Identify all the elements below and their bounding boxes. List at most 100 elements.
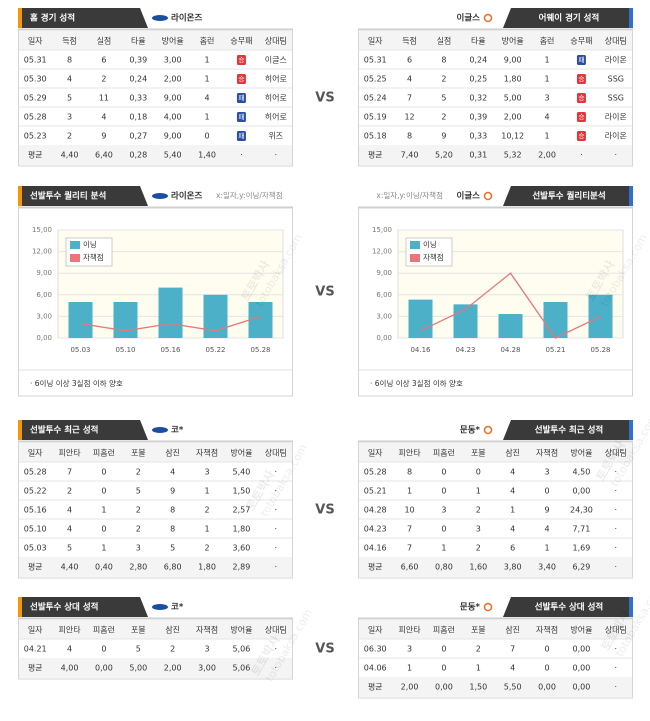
header-title: 선발투수 상대 성적 [535,602,603,613]
table-cell: 4,00 [61,664,79,673]
column-header: 일자 [368,37,383,46]
column-header: 일자 [28,626,43,635]
table-cell: 0 [545,487,550,496]
table-cell: 1,60 [469,563,487,572]
table-cell: 05.28 [24,468,47,477]
table-cell: 5,40 [164,151,182,160]
table-cell: 평균 [28,562,43,572]
table-cell: 0,00 [573,683,591,692]
table-cell: 9,00 [504,56,522,65]
table-cell: 5 [136,487,141,496]
team-name: 문동* [460,426,481,436]
line-series [80,315,261,332]
average-row-bg [19,145,292,165]
column-header: 포볼 [471,625,486,635]
table-cell: 1 [545,75,550,84]
table-cell: 05.28 [24,113,47,122]
table-cell: 라이온 [605,131,627,141]
table-cell: 2 [441,75,446,84]
column-header: 실점 [437,36,452,46]
result-text: 패 [238,93,244,102]
result-text: 패 [238,112,244,121]
vs-label: VS [315,91,334,106]
legend-swatch [70,241,80,249]
bar [113,302,138,338]
result-badge [236,112,246,122]
table-cell: 3 [136,544,141,553]
column-header: 포볼 [131,625,146,635]
table-cell: 6 [101,56,106,65]
table-cell: 평균 [28,663,43,673]
team-logo [483,425,493,435]
bar [203,294,228,338]
table-cell: 0,25 [469,75,487,84]
table-cell: 7 [407,544,412,553]
column-header: 득점 [62,36,77,46]
panel-border [358,29,633,167]
table-cell: 05.31 [364,56,387,65]
table-cell: 0,33 [469,132,487,141]
column-header: 삼진 [505,448,520,458]
table-cell: 0,28 [129,151,147,160]
table-cell: 4 [510,487,515,496]
table-cell: 4 [407,75,412,84]
column-header-bg [359,620,632,639]
result-text: 승 [238,56,244,64]
column-header: 방어율 [162,36,184,46]
column-header: 상대팀 [265,448,287,458]
table-cell: 04.16 [364,544,387,553]
column-header: 자책점 [196,448,218,458]
table-cell: 5,00 [504,94,522,103]
table-cell: 9 [170,487,175,496]
table-cell: 1 [205,56,210,65]
table-cell: 2,00 [504,113,522,122]
table-cell: 7 [407,525,412,534]
table-cell: · [615,151,618,160]
table-cell: 0 [101,645,106,654]
column-header-bg [19,443,292,462]
result-badge [576,74,586,84]
table-cell: 8 [407,468,412,477]
x-tick-label: 05.28 [590,346,610,354]
column-header: 실점 [97,36,112,46]
legend-swatch [70,254,80,262]
legend-label: 자책점 [83,252,104,262]
team-logo [483,13,493,23]
table-cell: 1,80 [504,75,522,84]
table-cell: · [615,506,618,515]
table-cell: 평균 [368,562,383,572]
table-cell: 평균 [368,150,383,160]
header-bar [18,186,148,206]
table-cell: 0 [101,468,106,477]
team-logo [152,15,168,21]
table-cell: 2 [136,468,141,477]
table-cell: 1 [205,525,210,534]
table-cell: 0,33 [129,94,147,103]
column-header: 상대팀 [605,448,627,458]
column-header: 자책점 [536,448,558,458]
x-tick-label: 04.16 [410,346,431,354]
table-cell: 4 [545,525,550,534]
column-header: 삼진 [165,625,180,635]
result-badge [236,131,246,141]
result-text: 승 [578,75,584,83]
y-tick-label: 9,00 [36,269,52,277]
table-cell: 5,20 [435,151,453,160]
table-cell: 4 [510,664,515,673]
header-bar [503,186,633,206]
table-cell: 2,00 [164,75,182,84]
table-cell: 2 [67,487,72,496]
table-cell: 1 [545,544,550,553]
table-cell: · [275,525,278,534]
bar [158,287,183,338]
team-logo [483,602,493,612]
header-title: 홈 경기 성적 [30,13,75,24]
table-cell: · [240,151,243,160]
table-cell: 1 [476,664,481,673]
table-cell: · [580,151,583,160]
table-cell: 1,80 [233,525,251,534]
table-cell: · [275,645,278,654]
table-cell: 9 [545,506,550,515]
table-cell: 3 [67,113,72,122]
column-header: 홈런 [200,36,215,46]
